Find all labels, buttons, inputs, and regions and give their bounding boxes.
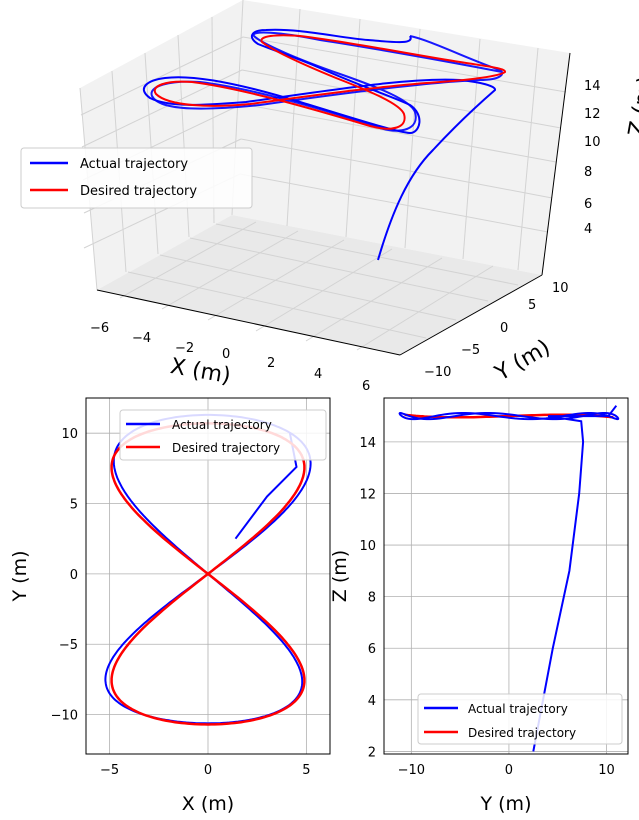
y-tick-3d: 5 [528,298,536,313]
y-tick-yz: 4 [368,694,376,709]
y-tick-xy: −10 [51,709,78,724]
x-tick-xy: 5 [302,763,310,778]
z-ticks-3d: 4 6 8 10 12 14 [584,79,601,237]
y-tick-yz: 14 [359,436,376,451]
y-tick-3d: 0 [500,321,508,336]
legend-xy: Actual trajectory Desired trajectory [119,409,327,461]
y-tick-yz: 10 [359,539,376,554]
y-tick-yz: 2 [368,745,376,760]
z-tick-3d: 6 [584,197,592,212]
legend-3d: Actual trajectory Desired trajectory [20,147,253,209]
x-label-yz: Y (m) [480,793,532,815]
series-desired-3d [153,34,507,130]
axes-frame-yz [383,397,629,755]
x-tick-yz: 10 [598,763,615,778]
z-tick-3d: 10 [584,135,601,150]
y-ticks-3d: −10 −5 0 5 10 [424,281,569,380]
y-tick-3d: 10 [552,281,569,296]
x-tick-3d: 0 [222,347,230,362]
y-tick-yz: 8 [368,591,376,606]
x-tick-3d: −6 [90,321,109,336]
floor-grid [119,221,519,351]
z-tick-3d: 12 [584,107,601,122]
y-label-yz: Z (m) [329,550,351,602]
legend-box-xy [119,409,327,461]
y-tick-xy: 0 [70,568,78,583]
x-tick-yz: 0 [505,763,513,778]
z-axis-line-3d [541,52,571,276]
legend-box-3d [20,147,253,209]
plot3d: −6 −4 −2 0 2 4 6 X (m) −10 −5 0 5 10 Y (… [20,0,639,394]
y-ticks-yz: 2 4 6 8 10 12 14 [359,436,376,761]
plot-yz: −10 0 10 2 4 6 8 10 12 14 Y (m) Z (m) Ac… [329,397,629,815]
y-tick-3d: −5 [461,343,480,358]
legend-label-desired-3d: Desired trajectory [80,184,197,199]
y-tick-yz: 12 [359,487,376,502]
plot-xy: −5 0 5 −10 −5 0 5 10 X (m) Y (m) Actual … [9,397,331,815]
legend-label-desired-yz: Desired trajectory [468,726,576,740]
series-actual-yz [398,405,620,752]
y-tick-xy: −5 [59,638,78,653]
x-ticks-3d: −6 −4 −2 0 2 4 6 [90,321,370,394]
legend-box-yz [417,693,623,745]
x-tick-3d: −2 [175,341,194,356]
x-tick-3d: 2 [267,356,275,371]
legend-label-actual-yz: Actual trajectory [468,702,568,716]
x-tick-3d: 6 [362,379,370,394]
legend-label-actual-3d: Actual trajectory [80,157,188,172]
x-tick-xy: −5 [100,763,119,778]
y-ticks-xy: −10 −5 0 5 10 [51,427,78,723]
series-actual-3d-loop [150,31,504,132]
x-tick-3d: 4 [314,367,322,382]
z-tick-3d: 4 [584,222,592,237]
x-tick-xy: 0 [204,763,212,778]
x-label-xy: X (m) [182,793,234,815]
x-ticks-xy: −5 0 5 [100,763,311,778]
x-ticks-yz: −10 0 10 [398,763,615,778]
z-tick-3d: 14 [584,79,601,94]
y-tick-xy: 10 [61,427,78,442]
legend-label-actual-xy: Actual trajectory [172,418,272,432]
axes-frame-xy [85,397,331,755]
z-tick-3d: 8 [584,165,592,180]
z-label-3d: Z (m) [624,74,639,138]
legend-yz: Actual trajectory Desired trajectory [417,693,623,745]
y-label-3d: Y (m) [490,335,554,387]
pane-back [80,0,570,290]
y-tick-3d: −10 [424,365,451,380]
y-tick-xy: 5 [70,498,78,513]
x-tick-3d: −4 [132,331,151,346]
pane-floor [97,215,542,355]
y-axis-line-3d [399,274,543,356]
series-actual-3d [143,28,496,261]
x-tick-yz: −10 [398,763,425,778]
legend-label-desired-xy: Desired trajectory [172,441,280,455]
y-label-xy: Y (m) [9,551,31,603]
x-axis-line-3d [96,289,401,356]
y-tick-yz: 6 [368,642,376,657]
